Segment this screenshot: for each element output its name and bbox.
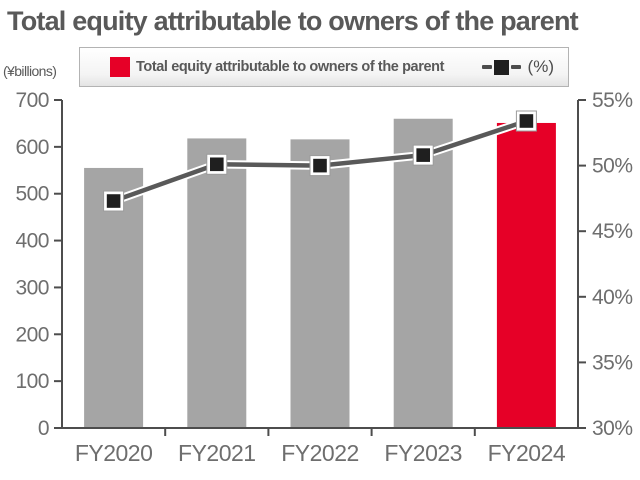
legend-line-marker-icon — [481, 59, 521, 75]
legend-line-label: (%) — [527, 57, 554, 76]
bar-FY2021 — [187, 138, 247, 428]
x-axis-label-FY2023: FY2023 — [384, 440, 462, 466]
pct-marker-FY2024 — [519, 114, 534, 128]
right-axis-tick-label: 35% — [592, 351, 633, 374]
y-axis-unit-label: (¥billions) — [3, 63, 57, 79]
right-axis-tick-label: 55% — [592, 89, 633, 112]
legend-bar-label: Total equity attributable to owners of t… — [136, 59, 445, 75]
legend-dash-icon — [481, 64, 492, 70]
x-axis-label-FY2024: FY2024 — [488, 440, 566, 466]
x-axis-label-FY2022: FY2022 — [281, 440, 359, 466]
left-axis-tick-label: 300 — [15, 276, 49, 299]
page-title: Total equity attributable to owners of t… — [7, 6, 579, 36]
x-axis-label-FY2021: FY2021 — [178, 440, 256, 466]
chart-legend: Total equity attributable to owners of t… — [79, 47, 569, 87]
left-axis-tick-label: 400 — [15, 230, 49, 253]
left-axis-tick-label: 500 — [15, 183, 49, 206]
legend-square-marker-icon — [493, 59, 509, 75]
bar-FY2023 — [393, 118, 453, 428]
right-axis-tick-label: 40% — [592, 286, 633, 309]
legend-dash-icon — [510, 64, 521, 70]
left-axis-tick-label: 100 — [15, 370, 49, 393]
bar-FY2024 — [496, 122, 556, 429]
x-axis-label-FY2020: FY2020 — [75, 440, 153, 466]
left-axis-tick-label: 200 — [15, 323, 49, 346]
pct-marker-FY2022 — [313, 158, 327, 173]
pct-marker-FY2023 — [416, 148, 430, 162]
left-axis-tick-label: 0 — [38, 417, 49, 440]
bar-FY2022 — [290, 139, 350, 429]
left-axis-tick-label: 700 — [15, 89, 49, 112]
left-axis-tick-label: 600 — [15, 136, 49, 159]
right-axis-tick-label: 30% — [592, 417, 633, 440]
legend-bar-swatch-icon — [110, 57, 130, 77]
right-axis-tick-label: 45% — [592, 220, 633, 243]
pct-marker-FY2020 — [106, 194, 121, 208]
pct-marker-FY2021 — [210, 157, 224, 172]
right-axis-tick-label: 50% — [592, 155, 633, 178]
